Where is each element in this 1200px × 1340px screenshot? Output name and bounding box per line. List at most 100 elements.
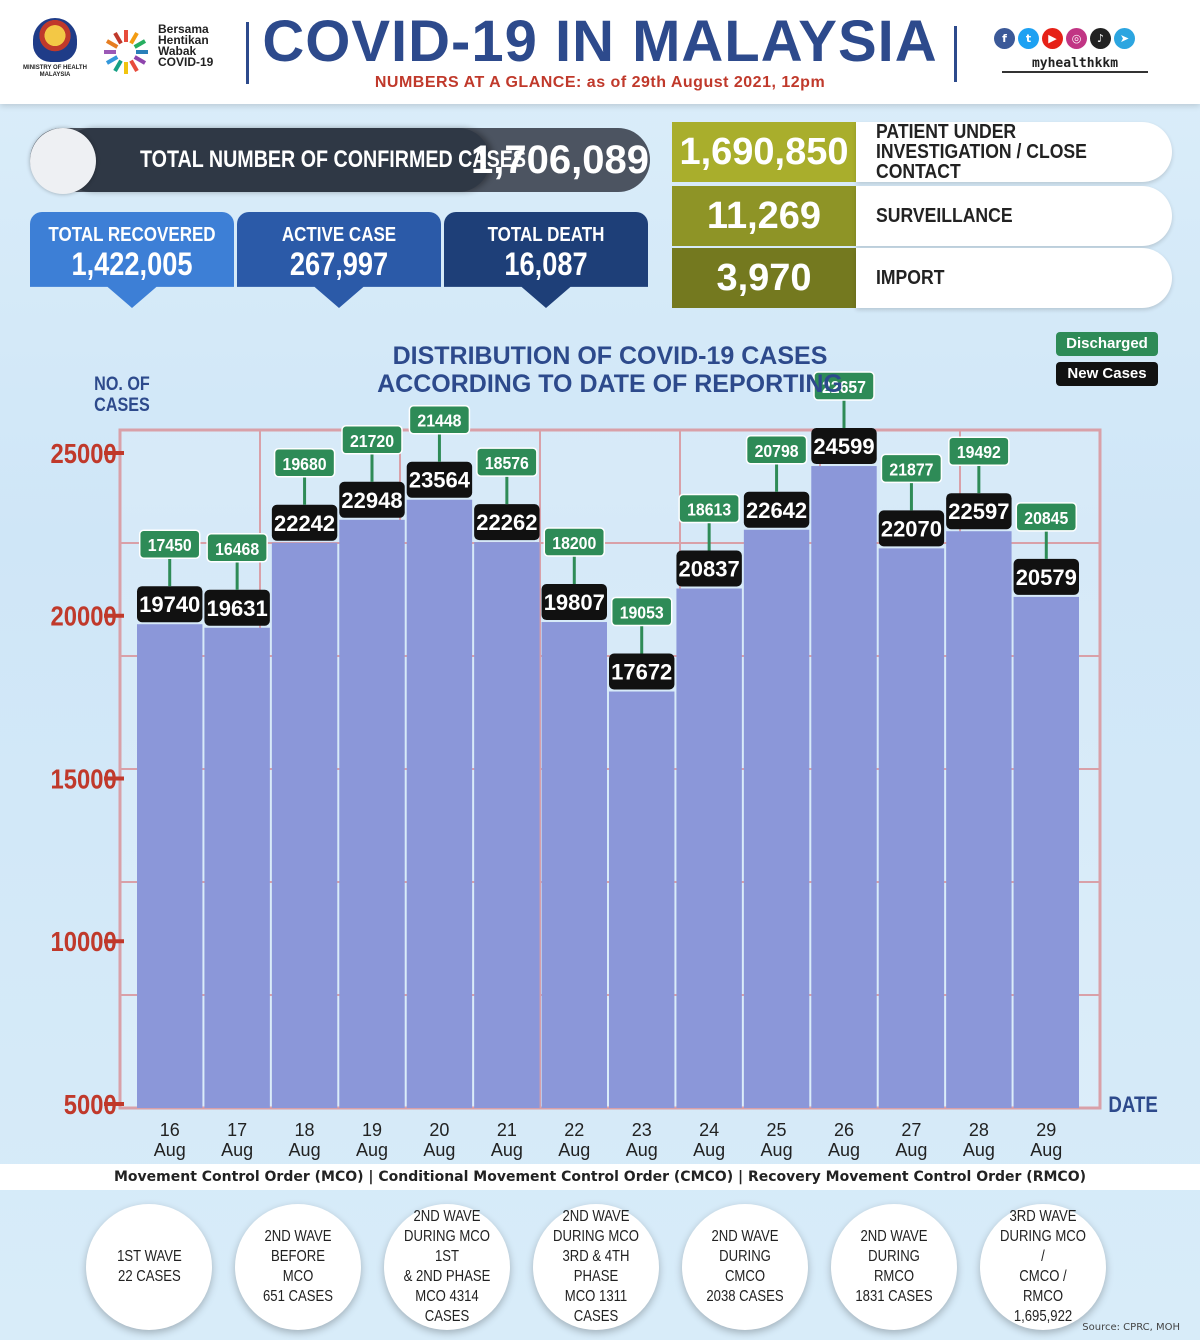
x-tick-label: Aug (626, 1140, 658, 1160)
x-tick-label: 17 (227, 1120, 247, 1140)
header-divider (954, 26, 957, 82)
wave-circle: 2ND WAVE BEFORE MCO 651 CASES (235, 1204, 361, 1330)
discharged-label: 18613 (687, 500, 731, 520)
discharged-label-box (745, 435, 808, 465)
bar (204, 627, 270, 1108)
youtube-icon[interactable]: ▶ (1042, 28, 1063, 49)
new-cases-label-box (743, 491, 810, 528)
x-tick-label: Aug (693, 1140, 725, 1160)
new-cases-label: 23564 (409, 468, 471, 493)
confirmed-circle (30, 128, 96, 194)
card-label: TOTAL RECOVERED (48, 224, 216, 246)
new-cases-label-box (878, 510, 945, 547)
wave-circles: 1ST WAVE 22 CASES 2ND WAVE BEFORE MCO 65… (0, 1196, 1200, 1336)
bar (271, 542, 338, 1108)
x-tick-label: Aug (491, 1140, 523, 1160)
bar (946, 531, 1012, 1108)
x-tick-label: Aug (1030, 1140, 1062, 1160)
discharged-label-box (948, 436, 1010, 466)
header-divider (246, 22, 249, 84)
new-cases-label-box (406, 461, 473, 498)
telegram-icon[interactable]: ➤ (1114, 28, 1135, 49)
discharged-label-box (408, 404, 471, 435)
tiktok-icon[interactable]: ♪ (1090, 28, 1111, 49)
new-cases-label-box (474, 504, 540, 541)
bar (878, 548, 945, 1108)
source-row-surveillance: 11,269 SURVEILLANCE (672, 186, 1172, 246)
card-value: 267,997 (289, 246, 389, 282)
malaysia-crest-icon (33, 18, 77, 62)
new-cases-label: 22242 (274, 511, 335, 536)
x-tick-label: Aug (154, 1140, 186, 1160)
confirmed-cases-bar: TOTAL NUMBER OF CONFIRMED CASES 1,706,08… (30, 128, 650, 194)
new-cases-label: 19631 (207, 596, 268, 621)
new-cases-label-box (609, 653, 675, 690)
header: MINISTRY OF HEALTH MALAYSIA Bersama Hent… (0, 0, 1200, 104)
cases-bar-chart: 500010000150002000025000197401745016Aug1… (51, 371, 1102, 1160)
new-cases-label-box (271, 504, 338, 541)
y-tick-label: 15000 (51, 763, 117, 795)
x-tick-label: Aug (289, 1140, 321, 1160)
bar (609, 691, 675, 1108)
campaign-logo: Bersama Hentikan Wabak COVID-19 (102, 22, 242, 80)
x-tick-label: Aug (761, 1140, 793, 1160)
bar (339, 519, 405, 1108)
x-tick-label: 21 (497, 1120, 517, 1140)
bar (743, 529, 810, 1108)
social-handle[interactable]: myhealthkkm (1002, 56, 1148, 73)
instagram-icon[interactable]: ◎ (1066, 28, 1087, 49)
y-axis-label: NO. OF CASES (94, 374, 150, 416)
discharged-label: 20798 (755, 441, 799, 461)
campaign-text: Bersama Hentikan Wabak COVID-19 (158, 22, 214, 69)
mco-legend-band: Movement Control Order (MCO) | Condition… (0, 1164, 1200, 1190)
discharged-label-box (543, 527, 606, 557)
new-cases-label: 20579 (1016, 565, 1077, 590)
x-tick-label: Aug (895, 1140, 927, 1160)
source-note: Source: CPRC, MOH (1082, 1322, 1180, 1333)
discharged-label-box (880, 453, 943, 484)
source-label: SURVEILLANCE (856, 186, 1172, 246)
discharged-label-box (138, 529, 201, 559)
new-cases-label-box (204, 589, 270, 626)
y-tick-label: 10000 (51, 925, 117, 957)
moh-text: MINISTRY OF HEALTH MALAYSIA (23, 65, 87, 78)
source-label: IMPORT (856, 248, 1172, 308)
new-cases-label-box (339, 481, 405, 518)
x-tick-label: Aug (558, 1140, 590, 1160)
new-cases-label: 17672 (611, 660, 672, 685)
legend-discharged: Discharged (1056, 332, 1158, 356)
card-value: 16,087 (504, 246, 588, 282)
source-row-pui: 1,690,850 PATIENT UNDER INVESTIGATION / … (672, 122, 1172, 182)
chart-legend: Discharged New Cases (1056, 332, 1158, 392)
twitter-icon[interactable]: t (1018, 28, 1039, 49)
x-tick-label: 24 (699, 1120, 719, 1140)
discharged-label: 16468 (215, 539, 259, 559)
discharged-label-box (610, 596, 673, 627)
discharged-label: 19680 (283, 454, 327, 474)
bar (676, 588, 742, 1108)
confirmed-label-pill: TOTAL NUMBER OF CONFIRMED CASES (60, 128, 526, 192)
x-tick-label: 19 (362, 1120, 382, 1140)
new-cases-label: 20837 (679, 557, 740, 582)
new-cases-label-box (1013, 558, 1079, 595)
bar (137, 624, 203, 1108)
confirmed-value: 1,706,089 (471, 138, 649, 182)
sunburst-icon (104, 30, 148, 74)
facebook-icon[interactable]: f (994, 28, 1015, 49)
page-subtitle: NUMBERS AT A GLANCE: as of 29th August 2… (374, 74, 826, 91)
death-card: TOTAL DEATH 16,087 (444, 212, 648, 308)
discharged-label-box (476, 447, 538, 477)
discharged-label: 21877 (889, 459, 933, 479)
new-cases-label-box (541, 584, 607, 621)
wave-circle: 2ND WAVE DURING MCO 3RD & 4TH PHASE MCO … (533, 1204, 659, 1330)
bar (406, 499, 473, 1108)
social-icons: f t ▶ ◎ ♪ ➤ (994, 28, 1135, 49)
new-cases-label-box (811, 428, 877, 465)
discharged-label: 19053 (620, 603, 664, 623)
discharged-label: 17450 (148, 535, 192, 555)
discharged-label-box (341, 425, 403, 455)
source-value: 11,269 (672, 186, 856, 246)
source-label: PATIENT UNDER INVESTIGATION / CLOSE CONT… (856, 122, 1172, 182)
new-cases-label: 22262 (476, 510, 537, 535)
new-cases-label: 22948 (341, 488, 402, 513)
